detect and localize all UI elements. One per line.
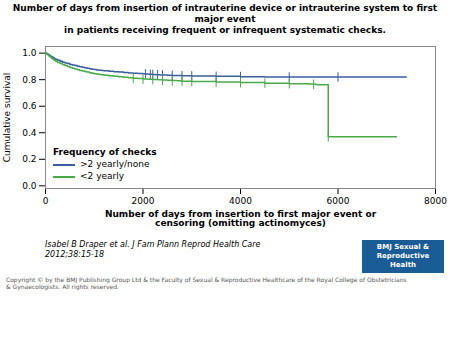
svg-text:Number of days from insertion: Number of days from insertion to first m… [105,209,377,228]
html-text:Health: Health [390,261,416,269]
html-text:Reproductive: Reproductive [376,252,430,260]
svg-text:Cumulative survival: Cumulative survival [2,73,12,163]
html-text:BMJ Sexual &: BMJ Sexual & [376,243,430,251]
svg-text:0.8: 0.8 [22,75,37,85]
svg-text:4000: 4000 [229,196,252,206]
html-text:Number of days from insertion: Number of days from insertion of intraut… [12,3,438,24]
svg-text:0.2: 0.2 [22,154,36,164]
svg-text:0.6: 0.6 [22,101,37,111]
svg-text:0.0: 0.0 [22,181,37,191]
svg-text:0: 0 [43,196,49,206]
html-text:<2 yearly: <2 yearly [80,171,124,181]
html-text:Copyright © by the BMJ Publish: Copyright © by the BMJ Publishing Group … [6,276,407,290]
svg-text:8000: 8000 [424,196,447,206]
html-text:in patients receiving frequent: in patients receiving frequent or infreq… [64,25,386,35]
svg-text:6000: 6000 [327,196,350,206]
svg-text:0.4: 0.4 [22,128,37,138]
svg-text:2000: 2000 [132,196,155,206]
html-text:2012;38:15-18: 2012;38:15-18 [45,250,105,259]
html-text:Frequency of checks: Frequency of checks [53,147,157,157]
html-text:Isabel B Draper et al. J Fam P: Isabel B Draper et al. J Fam Plann Repro… [45,240,261,249]
html-text:>2 yearly/none: >2 yearly/none [80,159,150,169]
svg-text:1.0: 1.0 [22,48,37,58]
